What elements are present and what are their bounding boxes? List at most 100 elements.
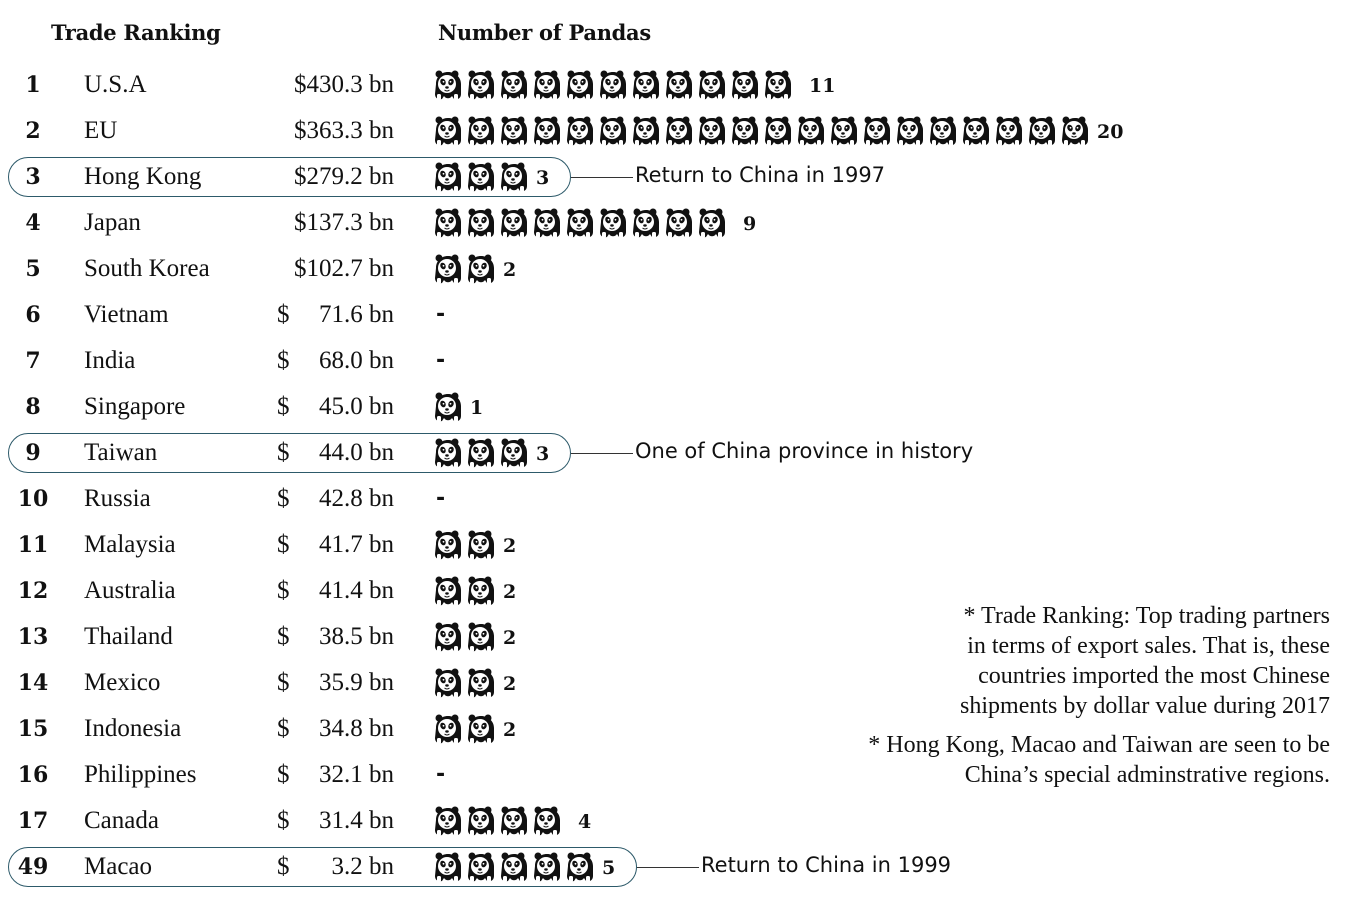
trade-value: $279.2 bn — [294, 163, 394, 190]
country-name: Vietnam — [84, 301, 169, 328]
panda-icon — [498, 115, 530, 147]
panda-icon — [465, 529, 497, 561]
panda-count: 9 — [743, 213, 757, 235]
header-number-of-pandas: Number of Pandas — [438, 20, 651, 45]
trade-value: 41.4 bn — [319, 577, 394, 604]
rank-number: 2 — [25, 118, 41, 144]
panda-icon — [432, 207, 464, 239]
panda-count: 5 — [602, 857, 616, 879]
panda-count: 2 — [503, 627, 517, 649]
panda-count: 2 — [503, 535, 517, 557]
panda-icon — [432, 851, 464, 883]
note-trade-ranking: * Trade Ranking: Top trading partners in … — [960, 601, 1330, 721]
table-row: 2 EU $363.3 bn 20 — [0, 108, 1366, 154]
panda-count: 1 — [470, 397, 484, 419]
country-name: South Korea — [84, 255, 210, 282]
country-name: Macao — [84, 853, 153, 880]
panda-icon — [630, 207, 662, 239]
panda-icon — [762, 115, 794, 147]
note-line: countries imported the most Chinese — [978, 663, 1330, 689]
panda-icon — [663, 207, 695, 239]
panda-icon — [432, 805, 464, 837]
rank-number: 49 — [17, 854, 49, 880]
currency-symbol: $ — [277, 301, 290, 328]
rank-number: 10 — [17, 486, 49, 512]
panda-count: 2 — [503, 581, 517, 603]
no-pandas-dash: - — [436, 302, 446, 327]
panda-icon — [498, 851, 530, 883]
country-name: Mexico — [84, 669, 161, 696]
no-pandas-dash: - — [436, 762, 446, 787]
country-name: U.S.A — [84, 71, 147, 98]
panda-icon — [465, 621, 497, 653]
currency-symbol: $ — [277, 853, 290, 880]
table-row: 13 Thailand $38.5 bn 2 — [0, 614, 1366, 660]
trade-value: 45.0 bn — [319, 393, 394, 420]
panda-icon — [663, 115, 695, 147]
trade-value: 3.2 bn — [331, 853, 395, 880]
annotation-text: One of China province in history — [635, 439, 974, 463]
table-row: 49 Macao $3.2 bn 5 — [0, 844, 1366, 890]
panda-icon — [498, 161, 530, 193]
panda-icon — [564, 207, 596, 239]
currency-symbol: $ — [277, 531, 290, 558]
currency-symbol: $ — [277, 715, 290, 742]
panda-icon — [696, 69, 728, 101]
country-name: Russia — [84, 485, 151, 512]
panda-icon — [564, 851, 596, 883]
panda-count: 2 — [503, 719, 517, 741]
panda-icon — [729, 115, 761, 147]
rank-number: 16 — [17, 762, 49, 788]
rank-number: 5 — [25, 256, 41, 282]
note-line: China’s special adminstrative regions. — [964, 762, 1330, 788]
rank-number: 3 — [25, 164, 41, 190]
panda-icon — [993, 115, 1025, 147]
rank-number: 17 — [17, 808, 49, 834]
table-row: 1 U.S.A $430.3 bn 11 — [0, 62, 1366, 108]
panda-icon — [564, 69, 596, 101]
country-name: Singapore — [84, 393, 186, 420]
country-name: Canada — [84, 807, 159, 834]
trade-value: $137.3 bn — [294, 209, 394, 236]
trade-value: 44.0 bn — [319, 439, 394, 466]
panda-icon — [432, 575, 464, 607]
currency-symbol: $ — [277, 577, 290, 604]
annotation-leader-line — [571, 177, 633, 178]
highlight-outline — [8, 433, 571, 473]
table-row: 6 Vietnam $71.6 bn - — [0, 292, 1366, 338]
table-row: 11 Malaysia $41.7 bn 2 — [0, 522, 1366, 568]
panda-icon — [597, 115, 629, 147]
panda-icon — [1059, 115, 1091, 147]
rank-number: 6 — [25, 302, 41, 328]
currency-symbol: $ — [277, 439, 290, 466]
table-row: 3 Hong Kong $279.2 bn 3 — [0, 154, 1366, 200]
panda-count: 3 — [536, 167, 550, 189]
rank-number: 15 — [17, 716, 49, 742]
trade-value: 31.4 bn — [319, 807, 394, 834]
country-name: Australia — [84, 577, 176, 604]
country-name: Philippines — [84, 761, 197, 788]
rank-number: 1 — [25, 72, 41, 98]
panda-icon — [432, 161, 464, 193]
note-special-regions: * Hong Kong, Macao and Taiwan are seen t… — [868, 730, 1330, 790]
panda-icon — [432, 69, 464, 101]
currency-symbol: $ — [277, 807, 290, 834]
currency-symbol: $ — [277, 485, 290, 512]
trade-value: 32.1 bn — [319, 761, 394, 788]
currency-symbol: $ — [277, 393, 290, 420]
panda-icon — [432, 437, 464, 469]
trade-value: 42.8 bn — [319, 485, 394, 512]
table-row: 7 India $68.0 bn - — [0, 338, 1366, 384]
panda-icon — [729, 69, 761, 101]
annotation-leader-line — [637, 867, 699, 868]
panda-icon — [432, 115, 464, 147]
panda-icon — [630, 69, 662, 101]
panda-icon — [597, 207, 629, 239]
rank-number: 9 — [25, 440, 41, 466]
table-row: 14 Mexico $35.9 bn 2 — [0, 660, 1366, 706]
panda-icon — [432, 713, 464, 745]
trade-value: 71.6 bn — [319, 301, 394, 328]
trade-value: 38.5 bn — [319, 623, 394, 650]
currency-symbol: $ — [277, 623, 290, 650]
table-row: 9 Taiwan $44.0 bn 3 — [0, 430, 1366, 476]
